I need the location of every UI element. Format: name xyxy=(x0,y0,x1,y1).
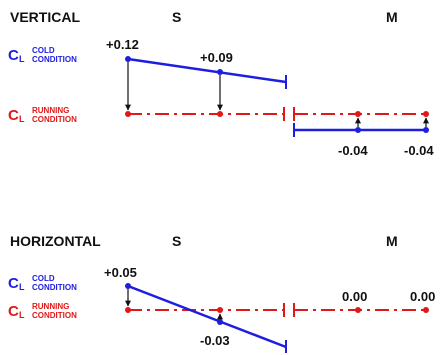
horizontal-running-point-3 xyxy=(355,307,361,313)
horizontal-cold-word1: COLD xyxy=(32,274,55,283)
horizontal-running-point-1 xyxy=(125,307,131,313)
vertical-value-2: +0.09 xyxy=(200,50,233,65)
vertical-cold-subscript: L xyxy=(19,54,25,64)
vertical-running-point-2 xyxy=(217,111,223,117)
vertical-cold-word1: COLD xyxy=(32,46,55,55)
vertical-cold-point-2 xyxy=(217,69,223,75)
vertical-cold-point-3 xyxy=(355,127,361,133)
horizontal-running-legend: C L RUNNING CONDITION xyxy=(8,302,77,320)
horizontal-cold-symbol: C xyxy=(8,275,19,292)
horizontal-cold-legend: C L COLD CONDITION xyxy=(8,274,77,292)
vertical-running-point-3 xyxy=(355,111,361,117)
vertical-running-point-4 xyxy=(423,111,429,117)
vertical-cold-point-4 xyxy=(423,127,429,133)
horizontal-running-word2: CONDITION xyxy=(32,311,77,320)
horizontal-cold-point-1 xyxy=(125,283,131,289)
vertical-running-subscript: L xyxy=(19,114,25,124)
horizontal-value-4: 0.00 xyxy=(410,289,435,304)
vertical-cold-word2: CONDITION xyxy=(32,55,77,64)
horizontal-running-point-4 xyxy=(423,307,429,313)
horizontal-value-3: 0.00 xyxy=(342,289,367,304)
vertical-cold-line-s xyxy=(127,57,287,84)
vertical-running-point-1 xyxy=(125,111,131,117)
vertical-running-word1: RUNNING xyxy=(32,106,69,115)
horizontal-running-point-2 xyxy=(217,307,223,313)
vertical-value-3: -0.04 xyxy=(338,143,368,158)
horizontal-value-2: -0.03 xyxy=(200,333,230,348)
horizontal-running-word1: RUNNING xyxy=(32,302,69,311)
vertical-value-1: +0.12 xyxy=(106,37,139,52)
horizontal-cold-subscript: L xyxy=(19,282,25,292)
horizontal-running-symbol: C xyxy=(8,303,19,320)
vertical-cold-legend: C L COLD CONDITION xyxy=(8,46,77,64)
horizontal-value-1: +0.05 xyxy=(104,265,137,280)
horizontal-cold-point-2 xyxy=(217,319,223,325)
vertical-cold-point-1 xyxy=(125,56,131,62)
horizontal-running-subscript: L xyxy=(19,310,25,320)
horizontal-section: HORIZONTAL S M C L COLD CONDITION C L RU… xyxy=(8,233,435,353)
vertical-section: VERTICAL S M C L COLD CONDITION C L RUNN… xyxy=(8,9,434,158)
horizontal-s-label: S xyxy=(172,233,181,249)
vertical-m-label: M xyxy=(386,9,398,25)
vertical-cold-symbol: C xyxy=(8,47,19,64)
vertical-running-symbol: C xyxy=(8,107,19,124)
horizontal-cold-line xyxy=(127,284,287,349)
vertical-value-4: -0.04 xyxy=(404,143,434,158)
vertical-running-word2: CONDITION xyxy=(32,115,77,124)
horizontal-title: HORIZONTAL xyxy=(10,233,101,249)
horizontal-cold-word2: CONDITION xyxy=(32,283,77,292)
horizontal-m-label: M xyxy=(386,233,398,249)
vertical-title: VERTICAL xyxy=(10,9,80,25)
vertical-running-legend: C L RUNNING CONDITION xyxy=(8,106,77,124)
vertical-s-label: S xyxy=(172,9,181,25)
